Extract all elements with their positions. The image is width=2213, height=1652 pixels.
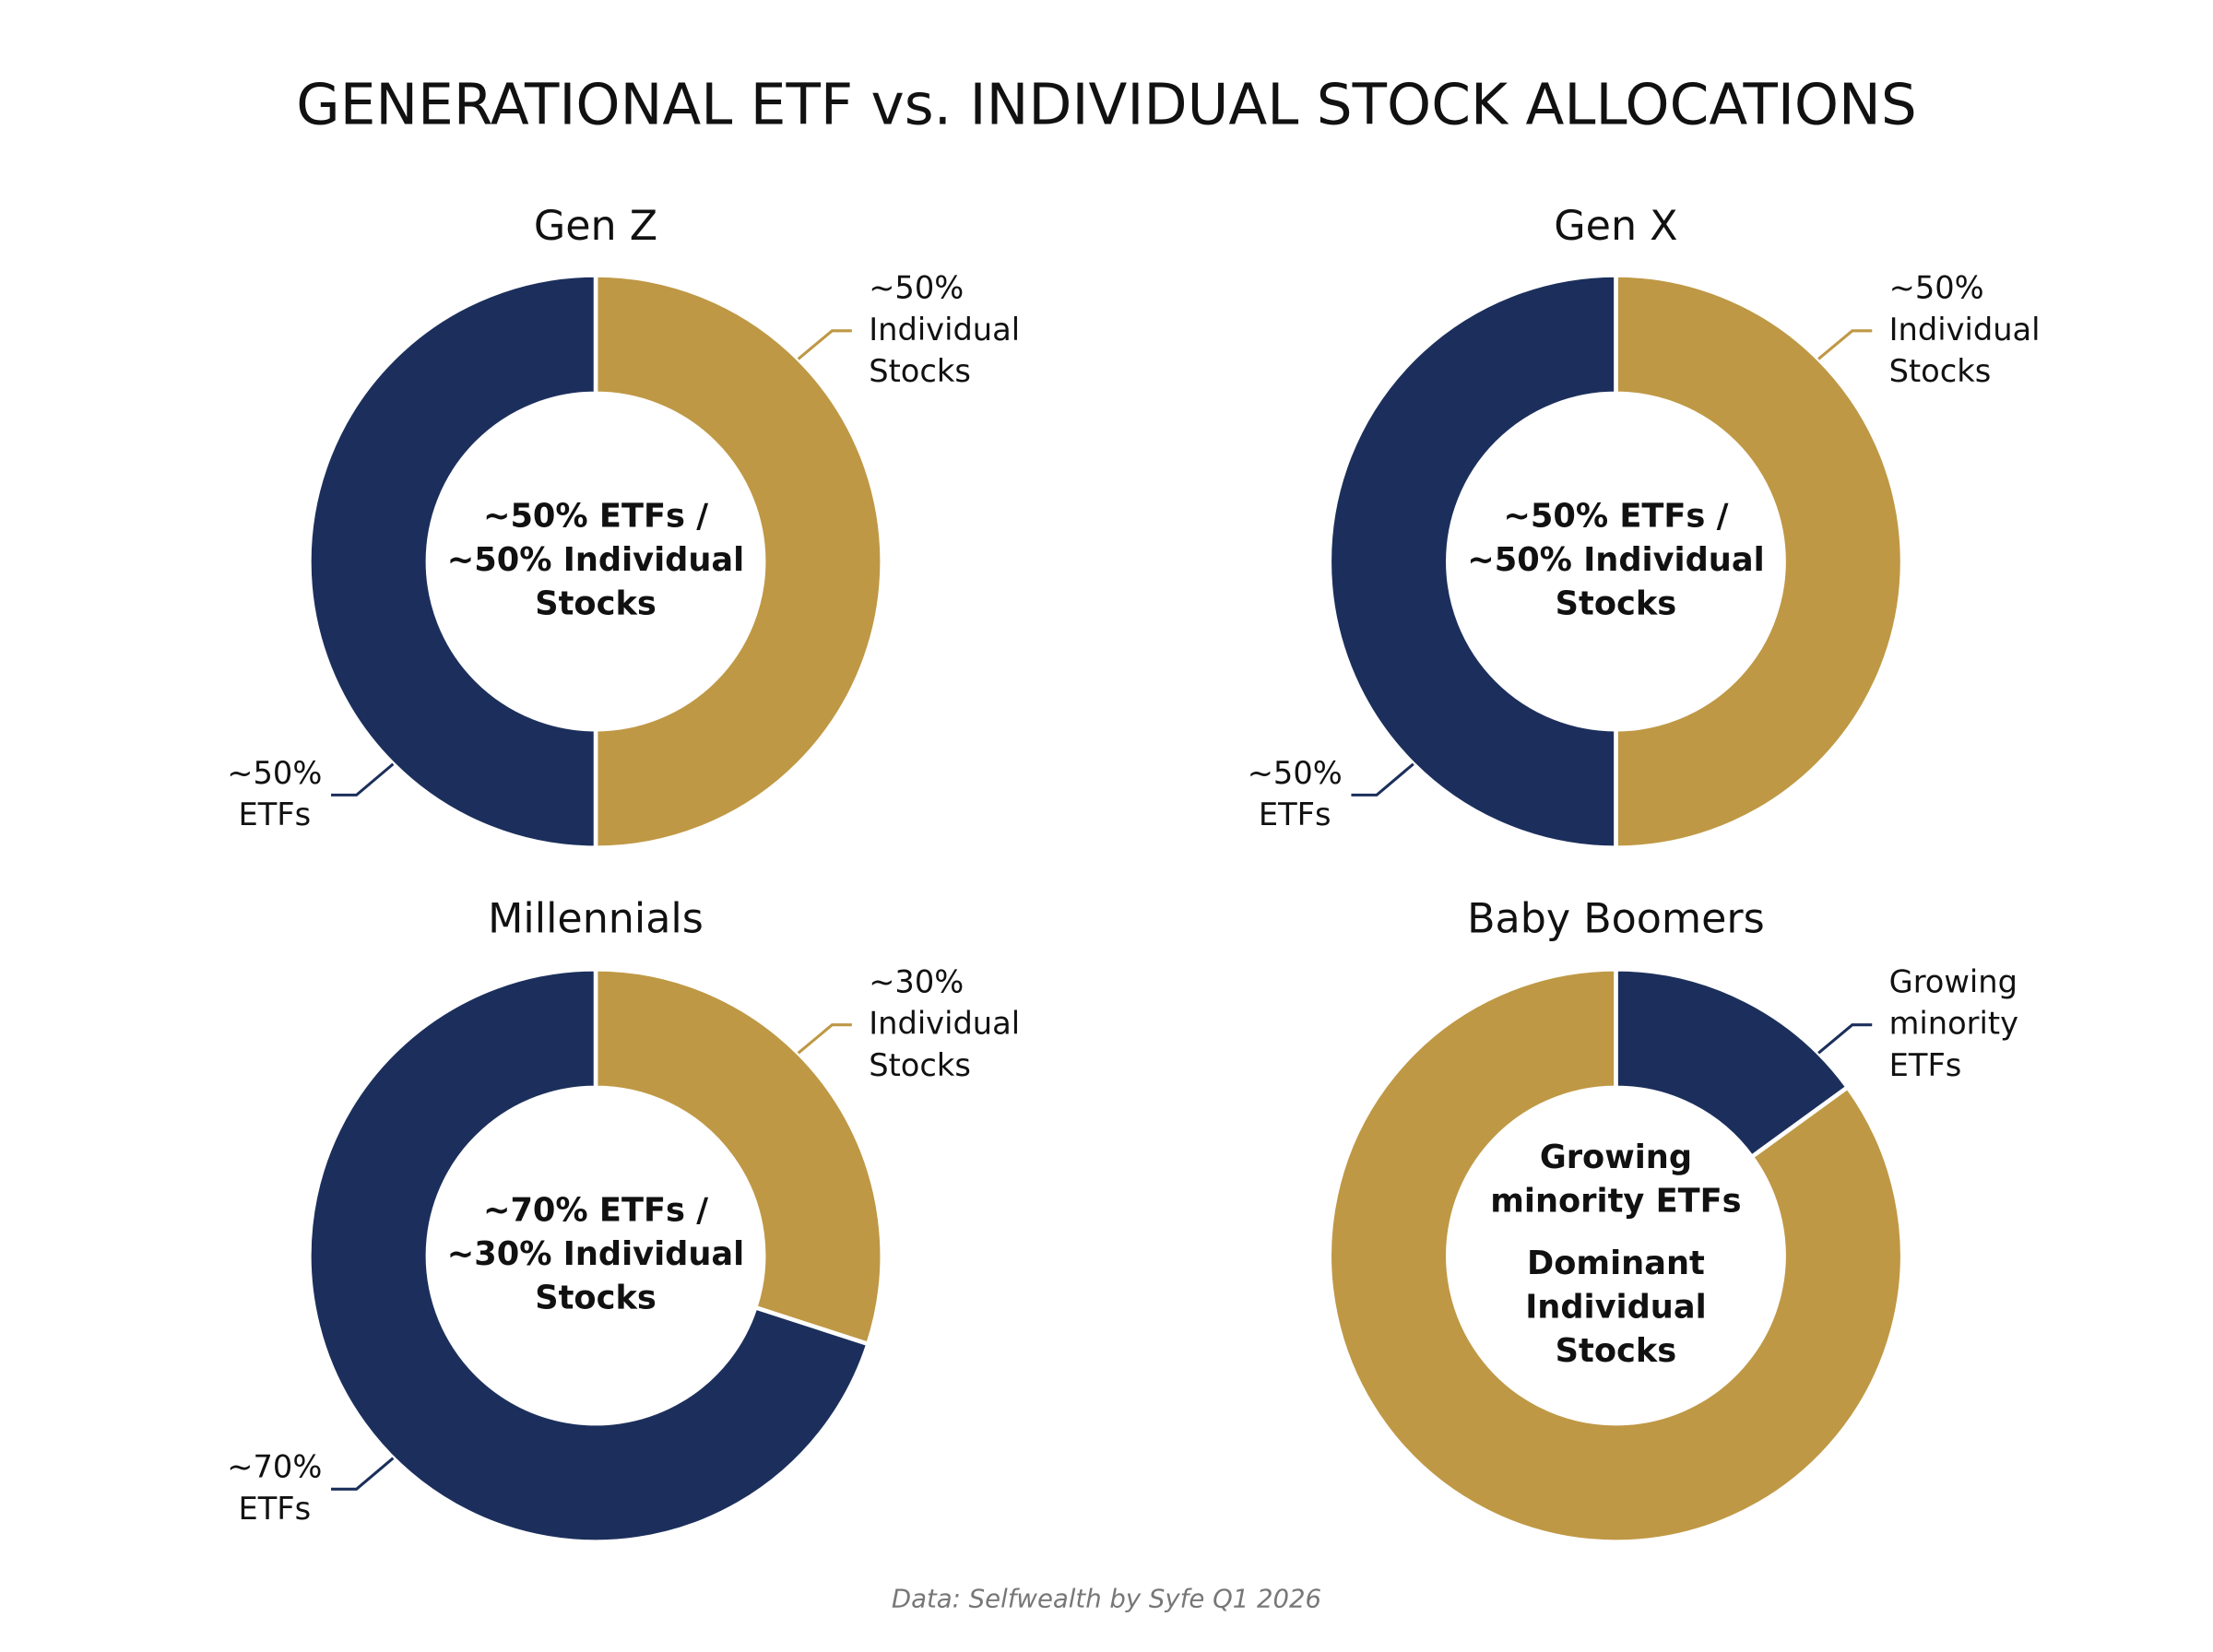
center-label: Stocks xyxy=(535,585,657,623)
source-note: Data: Selfwealth by Syfe Q1 2026 xyxy=(892,1584,1321,1613)
center-label: ~50% Individual xyxy=(447,541,744,579)
center-label: ~50% ETFs / xyxy=(483,498,708,536)
value-label: ~50% xyxy=(227,754,322,790)
leader-line xyxy=(1351,762,1414,796)
leader-line xyxy=(797,329,852,360)
category-label: Growing minority ETFs xyxy=(1889,963,2018,1082)
category-label: ETFs xyxy=(238,1490,311,1526)
category-label: ETFs xyxy=(238,796,311,832)
donut-slice xyxy=(593,273,884,851)
center-label: ~30% Individual xyxy=(447,1235,744,1273)
center-label: ~70% ETFs / xyxy=(483,1192,708,1230)
donut-slice xyxy=(307,967,871,1544)
chart-title: Gen X xyxy=(1554,203,1677,250)
leader-line xyxy=(797,1023,852,1055)
donut-slice xyxy=(1327,273,1618,851)
slice-label: Growing minority ETFs xyxy=(1889,963,2018,1082)
slice-label: ~50% Individual Stocks xyxy=(1889,269,2041,388)
slice-label: ~70% ETFs xyxy=(227,1448,322,1526)
category-label: Individual Stocks xyxy=(869,311,1020,388)
slice-label: ~30% Individual Stocks xyxy=(869,963,1020,1082)
slice-label: ~50% Individual Stocks xyxy=(869,269,1020,388)
donut-slice xyxy=(307,273,598,851)
leader-line xyxy=(1817,329,1873,360)
center-label: ~50% Individual xyxy=(1467,541,1764,579)
center-label: Growing xyxy=(1540,1139,1692,1176)
value-label: ~30% xyxy=(869,963,964,999)
leader-line xyxy=(1817,1023,1873,1055)
center-label: Stocks xyxy=(535,1279,657,1316)
donut-slice xyxy=(1327,967,1905,1544)
slice-label: ~50% ETFs xyxy=(227,754,322,832)
category-label: ETFs xyxy=(1259,796,1331,832)
value-label: ~50% xyxy=(1889,269,1984,305)
value-label: ~50% xyxy=(1248,754,1343,790)
value-label: ~50% xyxy=(869,269,964,305)
leader-line xyxy=(331,762,395,796)
chart-title: Baby Boomers xyxy=(1467,895,1765,942)
category-label: Individual Stocks xyxy=(1889,311,2041,388)
center-label: Stocks xyxy=(1556,585,1677,623)
donut-slice xyxy=(593,967,884,1347)
value-label: ~70% xyxy=(227,1448,322,1484)
leader-line xyxy=(331,1457,395,1491)
chart-title: Gen Z xyxy=(534,203,657,250)
slice-label: ~50% ETFs xyxy=(1248,754,1343,832)
center-label: minority ETFs xyxy=(1490,1183,1741,1221)
center-label: ~50% ETFs / xyxy=(1503,498,1728,536)
donut-slice xyxy=(1614,273,1905,851)
center-label: Stocks xyxy=(1556,1332,1677,1370)
center-label: Dominant xyxy=(1527,1245,1705,1282)
category-label: Individual Stocks xyxy=(869,1005,1020,1082)
page-title: GENERATIONAL ETF vs. INDIVIDUAL STOCK AL… xyxy=(296,72,1916,137)
chart-title: Millennials xyxy=(488,895,704,942)
center-label: Individual xyxy=(1525,1288,1706,1326)
